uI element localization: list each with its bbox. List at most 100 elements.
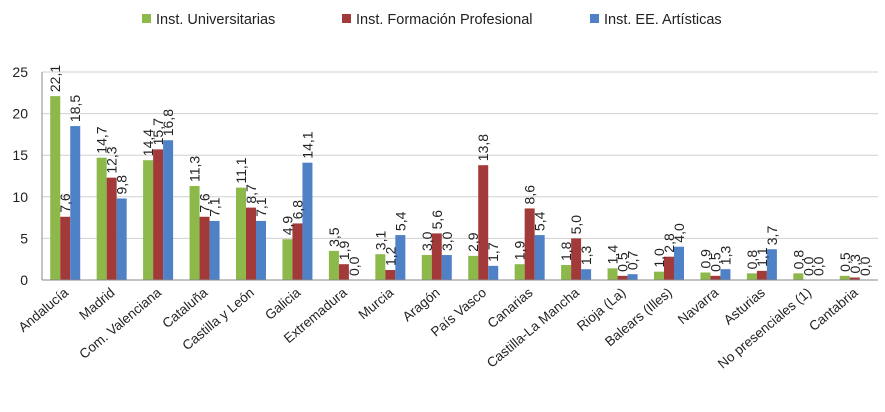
- data-label: 3,5: [326, 227, 342, 247]
- data-label: 11,3: [187, 156, 203, 182]
- data-label: 13,8: [475, 134, 491, 161]
- data-label: 0,7: [625, 251, 641, 271]
- data-label: 5,4: [532, 211, 548, 231]
- bar-inst-formacion-profesional-pais-vasco: [478, 165, 489, 280]
- category-label-andalucia: Andalucía: [16, 284, 72, 334]
- bar-inst-formacion-profesional-cataluna: [199, 216, 210, 280]
- bar-inst-universitarias-castilla-la-mancha: [561, 265, 572, 280]
- y-axis-ticks: 0 5 10 15 20 25: [12, 64, 28, 288]
- bar-inst-ee-artisticas-galicia: [302, 162, 313, 280]
- legend-swatch-inst-formacion-profesional: [342, 14, 351, 23]
- bar-inst-formacion-profesional-andalucia: [60, 216, 71, 280]
- bar-inst-formacion-profesional-com-valenciana: [153, 149, 164, 280]
- data-label: 14,7: [94, 126, 110, 153]
- category-label-murcia: Murcia: [356, 284, 397, 322]
- data-label: 0,3: [847, 254, 863, 274]
- data-label: 5,6: [429, 210, 445, 230]
- data-label: 3,1: [372, 231, 388, 251]
- data-label: 16,8: [160, 109, 176, 136]
- axes: [41, 72, 878, 281]
- data-label: 0,5: [615, 252, 631, 272]
- data-label: 1,7: [485, 242, 501, 262]
- y-tick-label: 15: [12, 147, 28, 163]
- legend-label-inst-formacion-profesional: Inst. Formación Profesional: [356, 12, 533, 28]
- bar-inst-formacion-profesional-canarias: [524, 208, 535, 280]
- data-label: 22,1: [47, 65, 63, 92]
- bars: [50, 96, 860, 281]
- bar-inst-universitarias-com-valenciana: [143, 160, 154, 280]
- bar-inst-universitarias-cataluna: [189, 185, 200, 280]
- bar-inst-formacion-profesional-aragon: [431, 233, 442, 280]
- bar-inst-universitarias-murcia: [375, 254, 386, 280]
- data-label: 11,1: [233, 157, 249, 183]
- bar-inst-formacion-profesional-castilla-y-leon: [246, 207, 256, 280]
- bar-inst-universitarias-andalucia: [50, 96, 61, 281]
- data-label: 12,3: [104, 146, 120, 173]
- data-label: 0,8: [790, 250, 806, 270]
- bar-inst-universitarias-galicia: [282, 239, 293, 280]
- data-label: 7,1: [207, 197, 223, 217]
- y-tick-label: 10: [12, 189, 28, 205]
- data-label: 0,9: [697, 249, 713, 269]
- y-tick-label: 25: [12, 64, 28, 80]
- data-label: 1,9: [512, 241, 528, 261]
- data-label: 4,0: [671, 223, 687, 243]
- bar-inst-universitarias-canarias: [514, 264, 525, 280]
- bar-inst-ee-artisticas-andalucia: [70, 126, 81, 280]
- data-label: 1,3: [717, 246, 733, 266]
- bar-inst-universitarias-castilla-y-leon: [236, 187, 246, 280]
- data-label: 7,6: [197, 193, 213, 213]
- data-label: 2,9: [465, 232, 481, 252]
- bar-inst-formacion-profesional-galicia: [292, 223, 303, 280]
- data-label: 1,1: [754, 247, 770, 267]
- legend-label-inst-universitarias: Inst. Universitarias: [156, 12, 275, 28]
- legend: Inst. Universitarias Inst. Formación Prof…: [142, 12, 722, 28]
- category-label-aragon: Aragón: [400, 285, 443, 324]
- data-label: 5,0: [568, 215, 584, 235]
- data-label: 9,8: [114, 175, 130, 195]
- bar-inst-ee-artisticas-pais-vasco: [488, 265, 499, 280]
- bar-inst-universitarias-extremadura: [328, 250, 339, 280]
- category-label-galicia: Galicia: [262, 284, 304, 322]
- bar-inst-formacion-profesional-murcia: [385, 270, 396, 280]
- legend-swatch-inst-universitarias: [142, 14, 151, 23]
- bar-inst-ee-artisticas-com-valenciana: [163, 140, 174, 280]
- bar-inst-ee-artisticas-balears-illes: [674, 246, 684, 280]
- data-label: 3,0: [419, 231, 435, 251]
- bar-inst-ee-artisticas-navarra: [720, 269, 731, 280]
- data-labels: 22,17,618,514,712,39,814,415,716,811,37,…: [47, 65, 873, 276]
- data-label: 7,1: [253, 197, 269, 217]
- bar-inst-ee-artisticas-rioja-la: [627, 274, 638, 280]
- bar-inst-formacion-profesional-cantabria: [849, 277, 860, 280]
- bar-inst-ee-artisticas-castilla-la-mancha: [581, 269, 592, 280]
- data-label: 0,0: [346, 256, 362, 276]
- data-label: 1,0: [651, 248, 667, 268]
- bar-inst-formacion-profesional-castilla-la-mancha: [571, 238, 582, 280]
- bar-inst-universitarias-madrid: [96, 157, 107, 280]
- bar-inst-ee-artisticas-asturias: [766, 249, 777, 280]
- category-label-navarra: Navarra: [675, 284, 722, 327]
- category-label-madrid: Madrid: [76, 285, 117, 323]
- bar-inst-formacion-profesional-navarra: [710, 275, 721, 280]
- legend-swatch-inst-ee-artisticas: [590, 14, 599, 23]
- data-label: 6,8: [289, 200, 305, 220]
- bar-inst-ee-artisticas-canarias: [534, 235, 545, 280]
- data-label: 0,0: [857, 256, 873, 276]
- data-label: 4,9: [279, 216, 295, 236]
- data-label: 8,7: [243, 184, 259, 204]
- bar-inst-universitarias-balears-illes: [654, 271, 664, 280]
- data-label: 3,0: [439, 231, 455, 251]
- bar-inst-formacion-profesional-asturias: [756, 270, 767, 280]
- bar-inst-universitarias-navarra: [700, 272, 711, 280]
- category-label-com-valenciana: Com. Valenciana: [76, 284, 164, 361]
- y-tick-label: 0: [20, 272, 28, 288]
- data-label: 0,8: [744, 250, 760, 270]
- data-label: 1,8: [558, 241, 574, 261]
- bar-inst-universitarias-rioja-la: [607, 268, 618, 280]
- bar-inst-universitarias-no-presenciales-1: [793, 273, 804, 280]
- data-label: 0,5: [707, 252, 723, 272]
- data-label: 1,4: [605, 245, 621, 265]
- category-label-cantabria: Cantabria: [806, 284, 861, 333]
